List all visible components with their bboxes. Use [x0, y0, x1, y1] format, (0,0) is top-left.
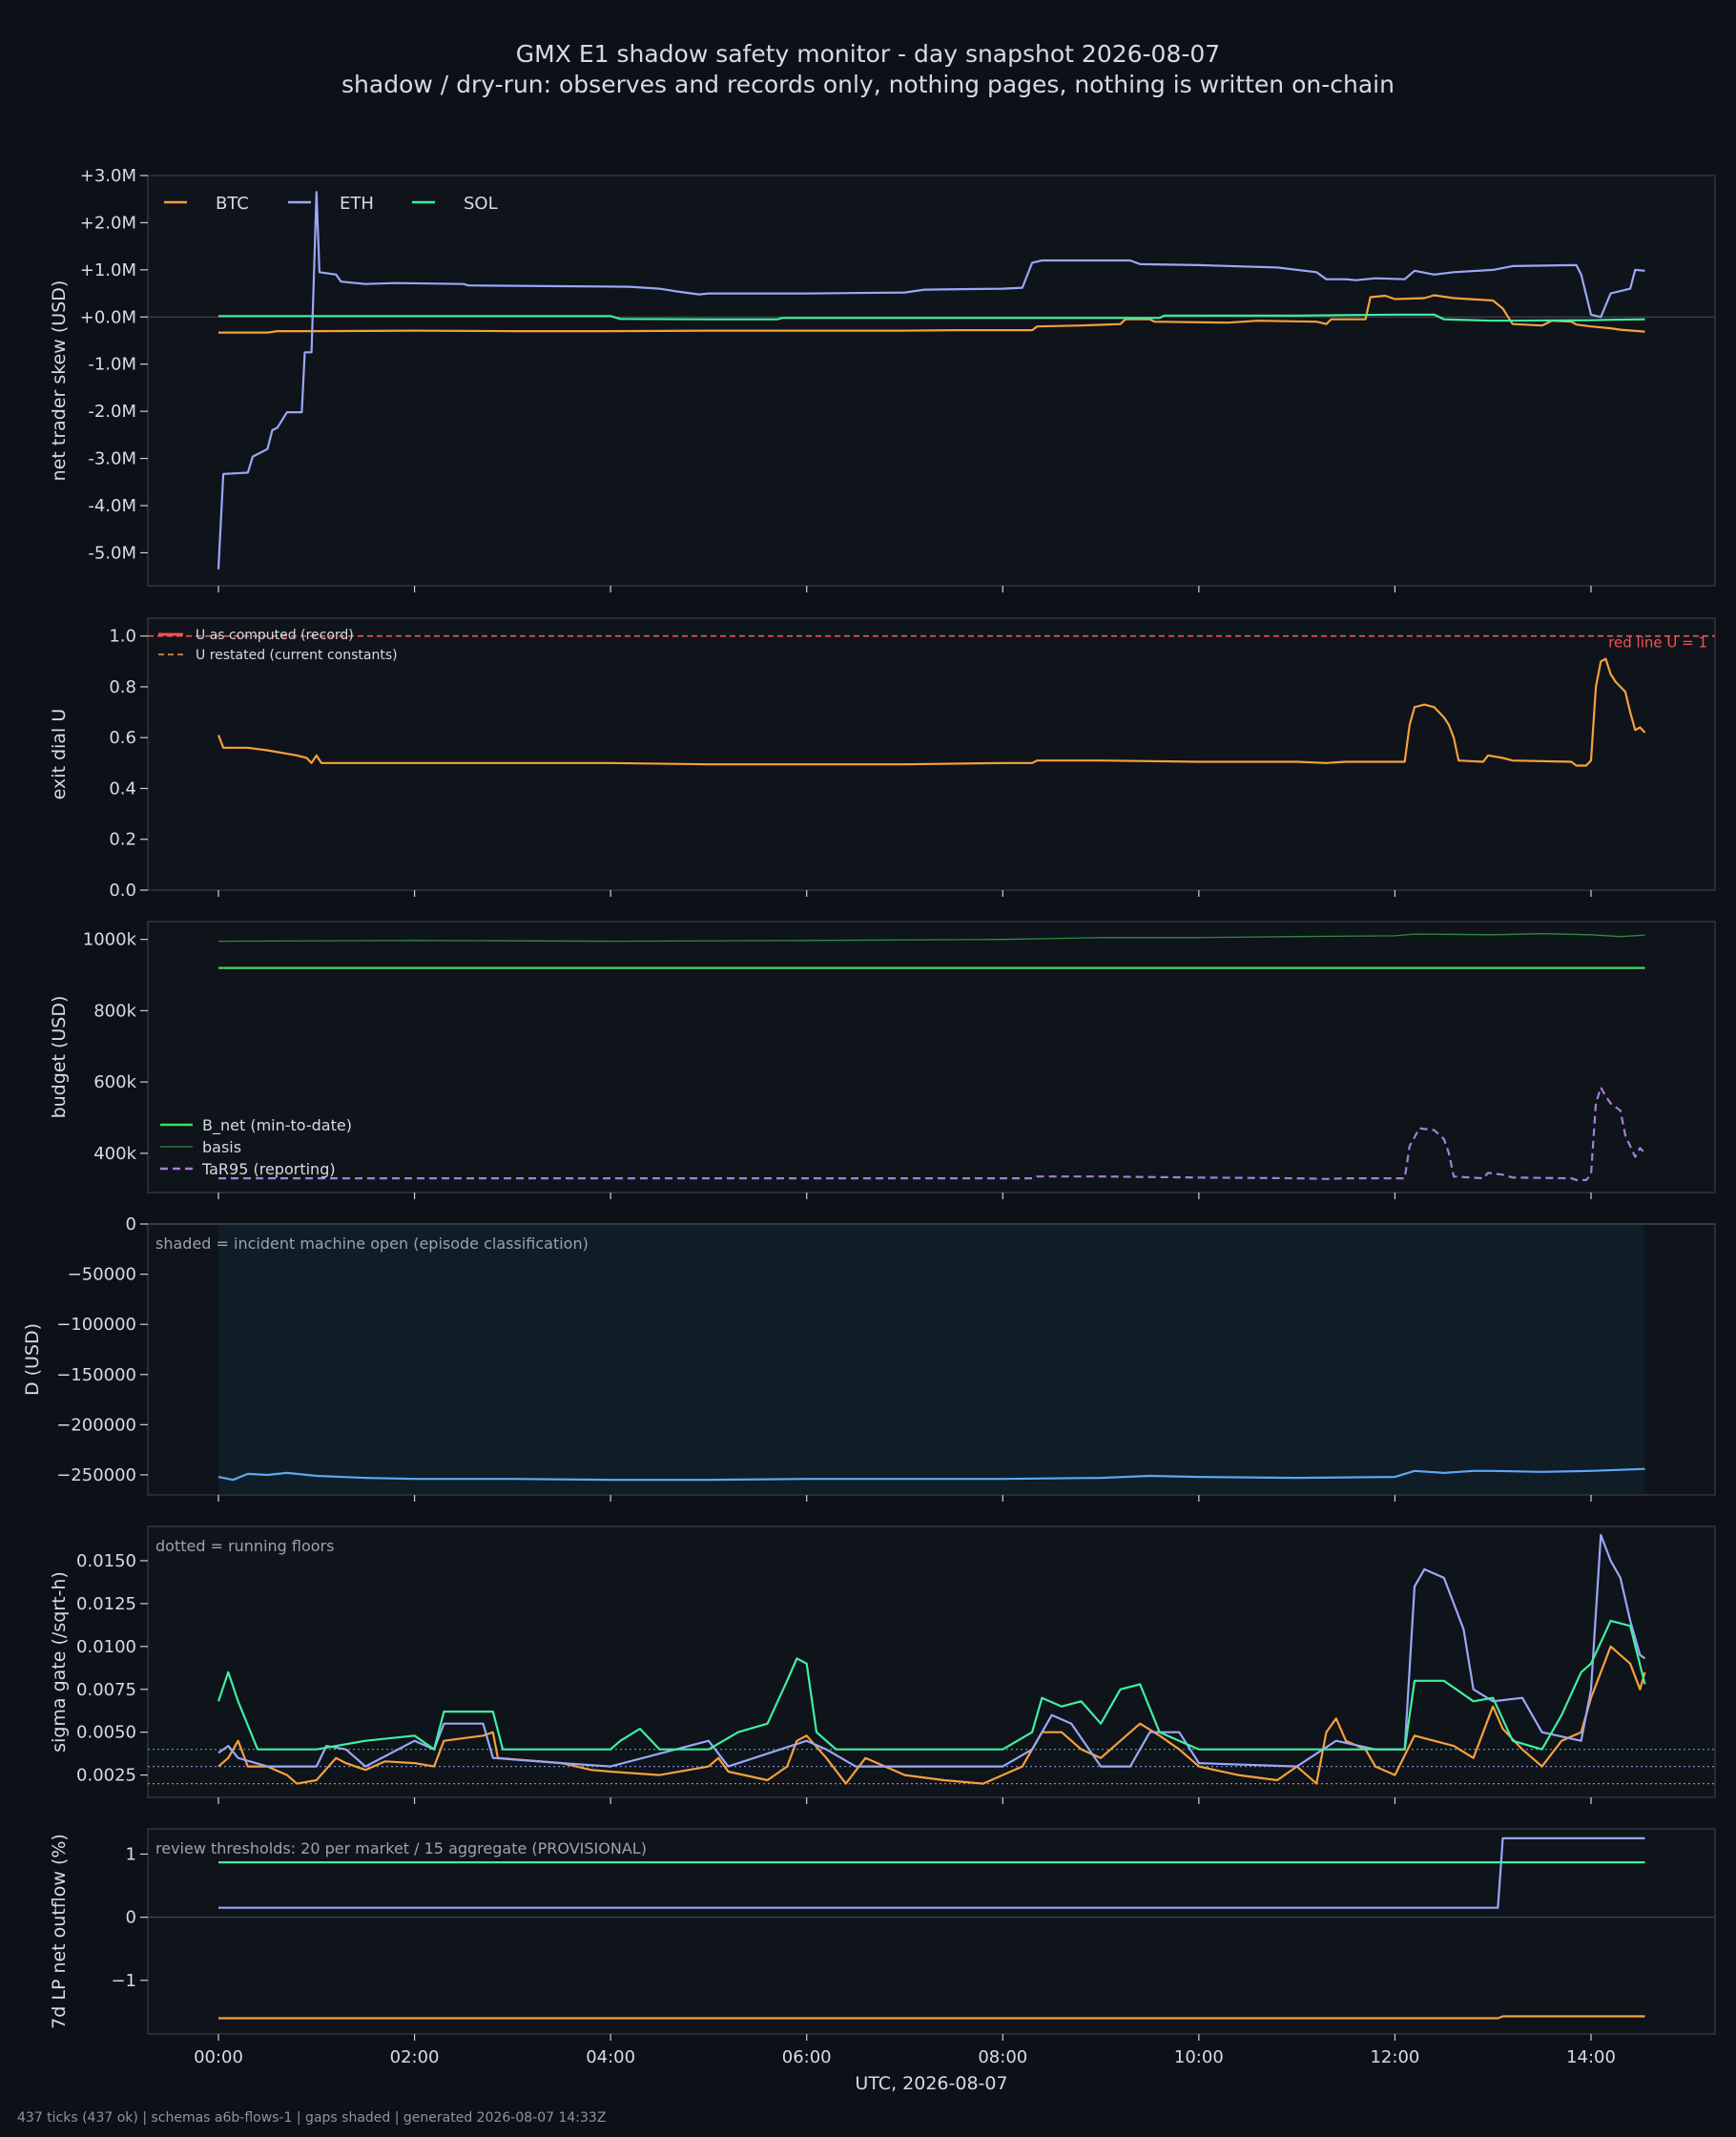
- panel-frame: [147, 617, 1716, 891]
- x-tick-label: 04:00: [586, 2047, 635, 2067]
- y-tick-label: +2.0M: [80, 213, 136, 233]
- legend-label: TaR95 (reporting): [201, 1160, 336, 1178]
- panel-frame: [147, 921, 1716, 1193]
- panel-1: +3.0M +2.0M +1.0M +0.0M -1.0M -2.0M -3.0M -4.0M…: [49, 166, 1716, 592]
- legend-label: ETH: [340, 194, 374, 214]
- series-line: [218, 313, 1645, 322]
- panel-annotation: dotted = running floors: [155, 1537, 334, 1555]
- panel-frame: [147, 175, 1716, 587]
- y-axis-label: sigma gate (/sqrt-h): [49, 1571, 70, 1753]
- y-tick-label: −50000: [68, 1265, 136, 1285]
- series-line: [218, 1086, 1646, 1181]
- y-tick-label: −100000: [56, 1315, 136, 1335]
- series-line: [218, 2015, 1645, 2020]
- panel-2: 0.0 0.2 0.4 0.6 0.8 1.0 exit dial U red line U …: [49, 617, 1716, 901]
- y-tick-label: 0.0075: [76, 1680, 136, 1700]
- page-title: GMX E1 shadow safety monitor - day snaps…: [515, 40, 1221, 68]
- series-line: [217, 1533, 1646, 1768]
- y-tick-label: 0.2: [109, 830, 136, 850]
- panel-4: 0 −50000 −100000 −150000 −200000 −250000 D (US…: [22, 1214, 1716, 1502]
- y-tick-label: 0: [126, 1908, 136, 1928]
- x-axis-label: UTC, 2026-08-07: [855, 2073, 1007, 2094]
- y-tick-label: 0.0025: [76, 1766, 136, 1786]
- legend-label: BTC: [216, 194, 249, 214]
- y-tick-label: 600k: [93, 1072, 136, 1092]
- y-tick-label: 0.0050: [76, 1723, 136, 1743]
- legend-label: U restated (current constants): [196, 648, 398, 663]
- panel-6: −1 0 1 00:00 02:00 04:00 06:00 08:00 10:00 12:00 1…: [49, 1828, 1716, 2094]
- series-line: [217, 657, 1646, 767]
- y-tick-label: −1: [111, 1971, 136, 1991]
- y-tick-label: 0.0125: [76, 1594, 136, 1614]
- x-tick-label: 12:00: [1370, 2047, 1419, 2067]
- panel-annotation: review thresholds: 20 per market / 15 ag…: [155, 1839, 647, 1857]
- y-tick-label: 1000k: [83, 930, 137, 950]
- y-tick-label: 0.4: [109, 778, 136, 799]
- x-tick-label: 00:00: [194, 2047, 243, 2067]
- y-axis-label: 7d LP net outflow (%): [49, 1834, 70, 2029]
- red-line-label: red line U = 1: [1608, 634, 1707, 652]
- y-tick-label: 0.8: [109, 677, 136, 697]
- footer-status: 437 ticks (437 ok) | schemas a6b-flows-1…: [17, 2110, 607, 2126]
- series-line: [217, 1619, 1646, 1751]
- y-tick-label: -5.0M: [88, 543, 136, 563]
- y-tick-label: −200000: [56, 1415, 136, 1435]
- y-tick-label: -1.0M: [88, 355, 136, 375]
- y-axis-label: budget (USD): [49, 996, 70, 1119]
- x-tick-label: 06:00: [782, 2047, 832, 2067]
- series-line: [217, 1645, 1646, 1785]
- panel-5: 0.0025 0.0050 0.0075 0.0100 0.0125 0.0150 sigm…: [49, 1525, 1716, 1804]
- y-tick-label: 0.6: [109, 728, 136, 748]
- y-tick-label: 0.0100: [76, 1637, 136, 1657]
- y-tick-label: -4.0M: [88, 496, 136, 516]
- y-tick-label: 0.0: [109, 881, 136, 901]
- y-tick-label: 1: [126, 1844, 136, 1864]
- legend-label: B_net (min-to-date): [202, 1116, 352, 1135]
- incident-shade: [218, 1225, 1645, 1494]
- y-tick-label: 0: [126, 1214, 136, 1234]
- y-axis-label: exit dial U: [49, 709, 70, 800]
- legend-label: SOL: [464, 194, 498, 214]
- series-line: [217, 1467, 1645, 1482]
- x-tick-label: 02:00: [390, 2047, 440, 2067]
- panel-3: 400k 600k 800k 1000k budget (USD) B_net (min-…: [49, 921, 1716, 1199]
- y-tick-label: −250000: [56, 1465, 136, 1485]
- y-tick-label: −150000: [56, 1365, 136, 1385]
- y-tick-label: +1.0M: [80, 260, 136, 280]
- panel-frame: [147, 1525, 1716, 1798]
- series-line: [218, 1836, 1645, 1909]
- y-tick-label: +3.0M: [80, 166, 136, 186]
- panel-annotation: shaded = incident machine open (episode …: [155, 1234, 589, 1253]
- y-axis-label: D (USD): [22, 1323, 43, 1396]
- y-tick-label: +0.0M: [80, 307, 136, 327]
- legend-label: basis: [202, 1138, 241, 1156]
- series-line: [217, 933, 1645, 943]
- x-tick-label: 14:00: [1566, 2047, 1616, 2067]
- y-tick-label: 400k: [93, 1144, 136, 1164]
- y-tick-label: 1.0: [109, 627, 136, 647]
- y-tick-label: 0.0150: [76, 1551, 136, 1571]
- y-axis-label: net trader skew (USD): [49, 280, 70, 482]
- y-tick-label: -3.0M: [88, 449, 136, 469]
- x-tick-label: 10:00: [1174, 2047, 1224, 2067]
- series-line: [217, 191, 1645, 570]
- series-line: [218, 294, 1645, 334]
- y-tick-label: 800k: [93, 1001, 136, 1021]
- x-tick-label: 08:00: [978, 2047, 1027, 2067]
- y-tick-label: -2.0M: [88, 402, 136, 422]
- legend-label: U as computed (record): [196, 628, 354, 643]
- panel-frame: [147, 1828, 1716, 2035]
- page-subtitle: shadow / dry-run: observes and records o…: [341, 71, 1395, 98]
